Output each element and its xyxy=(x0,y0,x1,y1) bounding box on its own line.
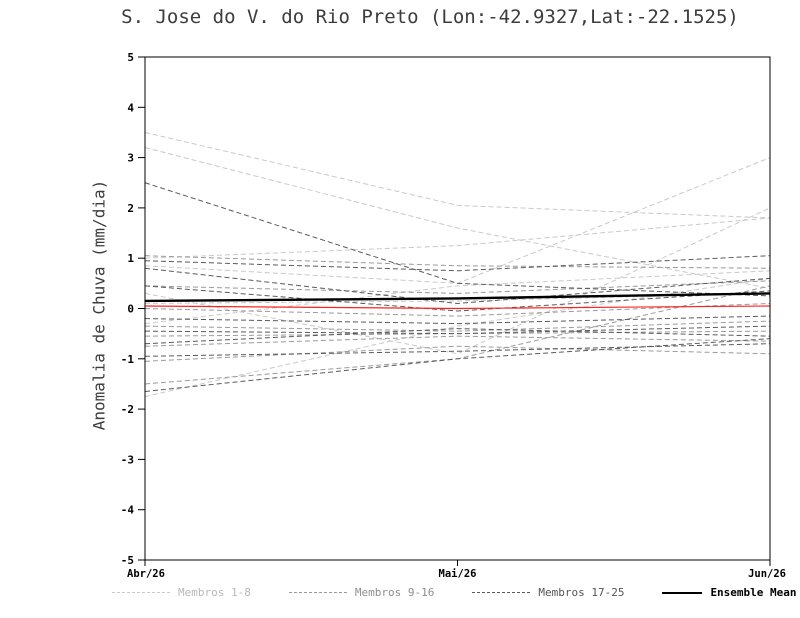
member-line xyxy=(144,345,771,362)
y-tick-label: 4 xyxy=(127,101,134,114)
legend-item-ensemble-mean: Ensemble Mean xyxy=(662,586,797,599)
x-tick-label: Jun/26 xyxy=(748,568,786,580)
y-tick-label: 5 xyxy=(127,51,134,64)
y-tick-label: 0 xyxy=(127,303,134,316)
y-tick-label: -3 xyxy=(121,453,134,466)
chart-canvas: -5 -4 -3 -2 -1 0 1 2 3 4 5 Abr/26 Mai/26 Jun/26 xyxy=(121,51,786,580)
y-tick-label: -4 xyxy=(121,504,135,517)
member-line xyxy=(144,280,771,294)
member-line xyxy=(144,255,771,269)
member-group-3 xyxy=(144,182,771,392)
member-group-2 xyxy=(144,255,771,385)
legend-label: Membros 9-16 xyxy=(354,586,435,599)
legend-item-membros-1-8: Membros 1-8 xyxy=(112,586,251,599)
legend-item-membros-17-25: Membros 17-25 xyxy=(472,586,624,599)
member-line xyxy=(144,217,771,259)
member-line xyxy=(144,207,771,355)
member-line xyxy=(144,325,771,335)
legend-line-sample-light xyxy=(112,592,170,593)
member-line xyxy=(144,182,771,297)
member-line xyxy=(144,343,771,357)
member-line xyxy=(144,338,771,392)
y-tick-label: -2 xyxy=(121,403,134,416)
x-axis: Abr/26 Mai/26 Jun/26 xyxy=(127,560,786,580)
member-group-1 xyxy=(144,131,771,398)
member-line xyxy=(144,157,771,284)
x-tick-label: Mai/26 xyxy=(439,568,477,580)
legend-label: Membros 1-8 xyxy=(178,586,251,599)
chart-title: S. Jose do V. do Rio Preto (Lon:-42.9327… xyxy=(121,6,739,28)
member-line xyxy=(144,267,771,304)
y-tick-label: 1 xyxy=(127,252,134,265)
y-tick-label: 2 xyxy=(127,202,134,215)
y-tick-label: -1 xyxy=(121,353,135,366)
y-axis: -5 -4 -3 -2 -1 0 1 2 3 4 5 xyxy=(121,51,145,567)
member-line xyxy=(144,315,771,325)
reference-line xyxy=(144,305,771,310)
legend-item-membros-9-16: Membros 9-16 xyxy=(288,586,435,599)
y-tick-label: -5 xyxy=(121,554,134,567)
legend-line-sample-mean xyxy=(662,591,703,594)
ensemble-mean-line xyxy=(144,292,771,303)
legend: Membros 1-8 Membros 9-16 Membros 17-25 E… xyxy=(112,586,800,599)
legend-line-sample-dark xyxy=(472,592,531,593)
x-tick-label: Abr/26 xyxy=(127,568,165,580)
member-line xyxy=(144,335,771,347)
member-line xyxy=(144,255,771,272)
legend-label: Ensemble Mean xyxy=(710,586,797,599)
member-line xyxy=(144,302,771,317)
y-tick-label: 3 xyxy=(127,152,134,165)
legend-line-sample-medium xyxy=(288,592,347,593)
member-line xyxy=(144,131,771,219)
member-line xyxy=(144,285,771,312)
member-line xyxy=(144,147,771,289)
legend-label: Membros 17-25 xyxy=(538,586,625,599)
member-line xyxy=(144,320,771,332)
member-line xyxy=(144,328,771,345)
